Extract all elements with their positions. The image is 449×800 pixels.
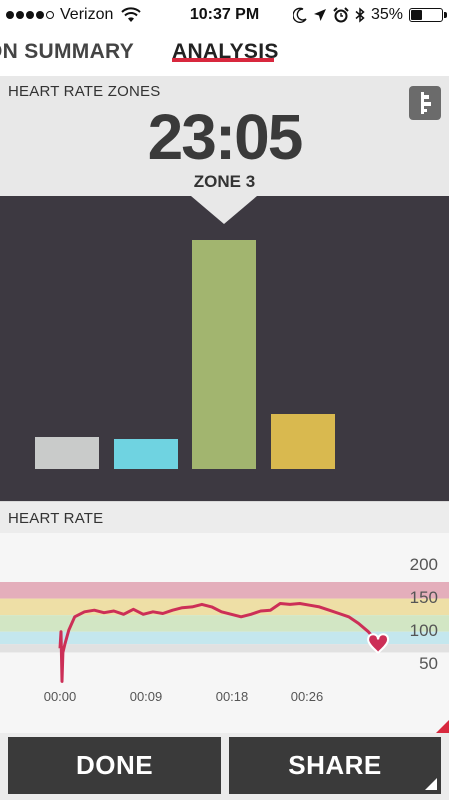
footer-bar: DONE SHARE xyxy=(0,733,449,800)
zone-bar-1[interactable] xyxy=(35,437,99,469)
zone-bar-3[interactable] xyxy=(192,240,256,469)
signal-strength-icon xyxy=(6,11,54,19)
y-tick-100: 100 xyxy=(410,621,438,640)
tab-bar: ON SUMMARY ANALYSIS xyxy=(0,32,449,76)
heart-icon xyxy=(367,633,390,654)
wifi-icon xyxy=(121,7,142,22)
flag-icon xyxy=(421,92,431,114)
heart-rate-chart: 200 150 100 50 00:00 00:09 00:18 00:26 xyxy=(0,533,449,733)
status-left: Verizon xyxy=(6,6,142,24)
heart-rate-line xyxy=(58,602,380,683)
heart-rate-zones-heading: HEART RATE ZONES xyxy=(8,83,161,100)
x-tick-0009: 00:09 xyxy=(130,689,163,704)
x-tick-0000: 00:00 xyxy=(44,689,77,704)
status-right: 35% xyxy=(292,6,447,24)
x-tick-0018: 00:18 xyxy=(216,689,249,704)
hr-zone-band-4 xyxy=(0,631,449,645)
zone-bar-chart xyxy=(0,196,449,501)
expand-corner-marker xyxy=(435,720,449,734)
done-button[interactable]: DONE xyxy=(8,737,221,794)
hr-zone-band-3 xyxy=(0,615,449,632)
heart-rate-header: HEART RATE xyxy=(0,501,449,533)
share-corner-icon xyxy=(425,778,437,790)
zone-summary-panel: HEART RATE ZONES 23:05 ZONE 3 xyxy=(0,76,449,196)
tab-active-indicator xyxy=(172,58,274,62)
zone-bar-4[interactable] xyxy=(271,414,335,469)
heart-rate-plot: 200 150 100 50 00:00 00:09 00:18 00:26 xyxy=(0,555,449,704)
alarm-clock-icon xyxy=(333,7,349,23)
y-tick-50: 50 xyxy=(419,654,438,673)
zone-name: ZONE 3 xyxy=(193,172,256,191)
hr-zone-band-5 xyxy=(0,644,449,653)
x-tick-0026: 00:26 xyxy=(291,689,324,704)
share-button[interactable]: SHARE xyxy=(229,737,441,794)
zone-pointer xyxy=(191,196,257,224)
heart-rate-heading: HEART RATE xyxy=(8,510,104,527)
battery-percent: 35% xyxy=(370,6,403,23)
y-tick-200: 200 xyxy=(410,555,438,574)
tab-analysis[interactable]: ANALYSIS xyxy=(172,40,279,63)
carrier-label: Verizon xyxy=(60,6,114,23)
moon-icon xyxy=(292,7,307,23)
y-tick-150: 150 xyxy=(410,588,438,607)
status-time: 10:37 PM xyxy=(189,6,260,23)
tab-session-summary[interactable]: ON SUMMARY xyxy=(0,40,135,63)
hr-zone-band-1 xyxy=(0,582,449,599)
share-button-label: SHARE xyxy=(288,750,382,780)
zone-duration: 23:05 xyxy=(147,101,304,173)
location-arrow-icon xyxy=(313,9,326,21)
bluetooth-icon xyxy=(355,7,365,23)
flag-button[interactable] xyxy=(409,86,441,120)
status-bar: Verizon 10:37 PM 35% xyxy=(0,0,449,32)
battery-icon xyxy=(409,8,447,22)
zone-bar-2[interactable] xyxy=(114,439,178,469)
